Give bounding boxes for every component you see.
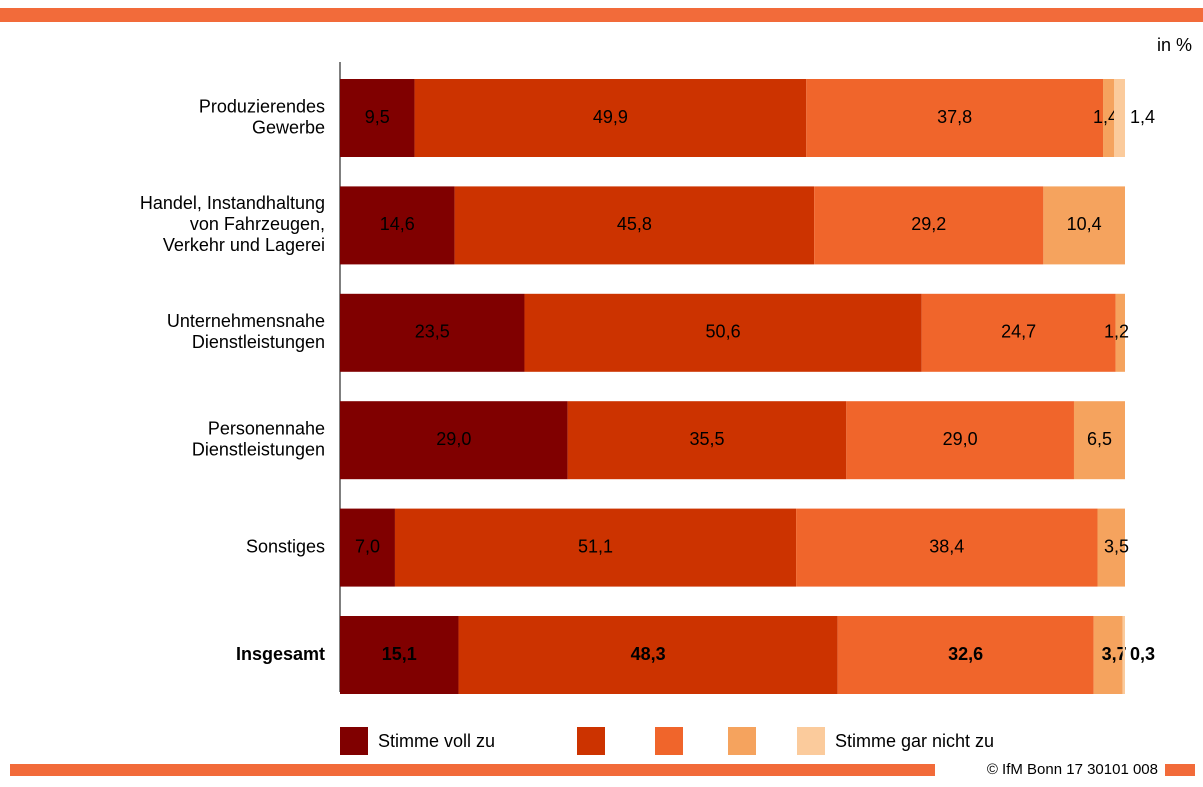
bar-segment bbox=[837, 616, 1094, 694]
bar-segment bbox=[454, 186, 815, 265]
bar-segment bbox=[796, 508, 1098, 587]
bar-segment bbox=[394, 508, 797, 587]
value-label: 38,4 bbox=[929, 536, 964, 556]
category-label: Unternehmensnahe bbox=[167, 311, 325, 331]
bottom-banner bbox=[10, 764, 935, 776]
value-label: 7,0 bbox=[355, 536, 380, 556]
value-label: 1,4 bbox=[1093, 107, 1118, 127]
category-label: Handel, Instandhaltung bbox=[140, 193, 325, 213]
bar-segment bbox=[524, 293, 922, 372]
bar-segment bbox=[1122, 616, 1125, 694]
bar-segment bbox=[567, 401, 847, 480]
category-label: von Fahrzeugen, bbox=[190, 214, 325, 234]
bar-segment bbox=[806, 79, 1104, 157]
footer: © IfM Bonn 17 30101 008 bbox=[987, 761, 1158, 778]
category-label: Dienstleistungen bbox=[192, 439, 325, 459]
bar-segment bbox=[1043, 186, 1125, 265]
bar-segment bbox=[1093, 616, 1123, 694]
bar-segment bbox=[414, 79, 807, 157]
bar-segment bbox=[1103, 79, 1115, 157]
category-label: Sonstiges bbox=[246, 536, 325, 556]
value-label: 3,5 bbox=[1104, 536, 1129, 556]
bar-segment bbox=[921, 293, 1116, 372]
bar-segment bbox=[814, 186, 1044, 265]
value-label: 29,0 bbox=[436, 429, 471, 449]
value-label: 3,7 bbox=[1102, 644, 1127, 664]
bar-segment bbox=[340, 616, 459, 694]
value-label: 9,5 bbox=[365, 107, 390, 127]
legend-label: Stimme voll zu bbox=[378, 731, 495, 751]
bottom-banner-end bbox=[1165, 764, 1195, 776]
legend-swatch bbox=[797, 727, 825, 755]
value-label: 1,4 bbox=[1130, 107, 1155, 127]
value-label: 37,8 bbox=[937, 107, 972, 127]
bar-segment bbox=[340, 186, 455, 265]
legend-swatch bbox=[655, 727, 683, 755]
category-label: Produzierendes bbox=[199, 96, 325, 116]
value-label: 50,6 bbox=[706, 322, 741, 342]
bar-segment bbox=[340, 401, 568, 480]
category-label: Personennahe bbox=[208, 418, 325, 438]
bar-segment bbox=[1073, 401, 1125, 480]
legend-label: Stimme gar nicht zu bbox=[835, 731, 994, 751]
value-label: 23,5 bbox=[415, 322, 450, 342]
value-label: 29,0 bbox=[943, 429, 978, 449]
legend-swatch bbox=[577, 727, 605, 755]
bar-segment bbox=[458, 616, 838, 694]
bar-segment bbox=[340, 508, 395, 587]
top-banner bbox=[0, 8, 1203, 22]
bar-segment bbox=[340, 79, 415, 157]
bar-segment bbox=[340, 293, 525, 372]
bar-segment bbox=[1097, 508, 1125, 587]
category-label: Verkehr und Lagerei bbox=[163, 235, 325, 255]
value-label: 0,3 bbox=[1130, 644, 1155, 664]
bar-segment bbox=[1115, 293, 1125, 372]
value-label: 10,4 bbox=[1067, 214, 1102, 234]
value-label: 32,6 bbox=[948, 644, 983, 664]
value-label: 14,6 bbox=[380, 214, 415, 234]
unit-label: in % bbox=[1157, 35, 1192, 55]
value-label: 29,2 bbox=[911, 214, 946, 234]
value-label: 45,8 bbox=[617, 214, 652, 234]
legend-swatch bbox=[340, 727, 368, 755]
category-label: Dienstleistungen bbox=[192, 332, 325, 352]
value-label: 24,7 bbox=[1001, 322, 1036, 342]
value-label: 48,3 bbox=[631, 644, 666, 664]
value-label: 51,1 bbox=[578, 536, 613, 556]
value-label: 15,1 bbox=[382, 644, 417, 664]
value-label: 1,2 bbox=[1104, 322, 1129, 342]
value-label: 6,5 bbox=[1087, 429, 1112, 449]
value-label: 49,9 bbox=[593, 107, 628, 127]
legend-swatch bbox=[728, 727, 756, 755]
category-label: Gewerbe bbox=[252, 117, 325, 137]
bar-segment bbox=[846, 401, 1074, 480]
bar-segment bbox=[1114, 79, 1125, 157]
category-label: Insgesamt bbox=[236, 644, 325, 664]
value-label: 35,5 bbox=[689, 429, 724, 449]
